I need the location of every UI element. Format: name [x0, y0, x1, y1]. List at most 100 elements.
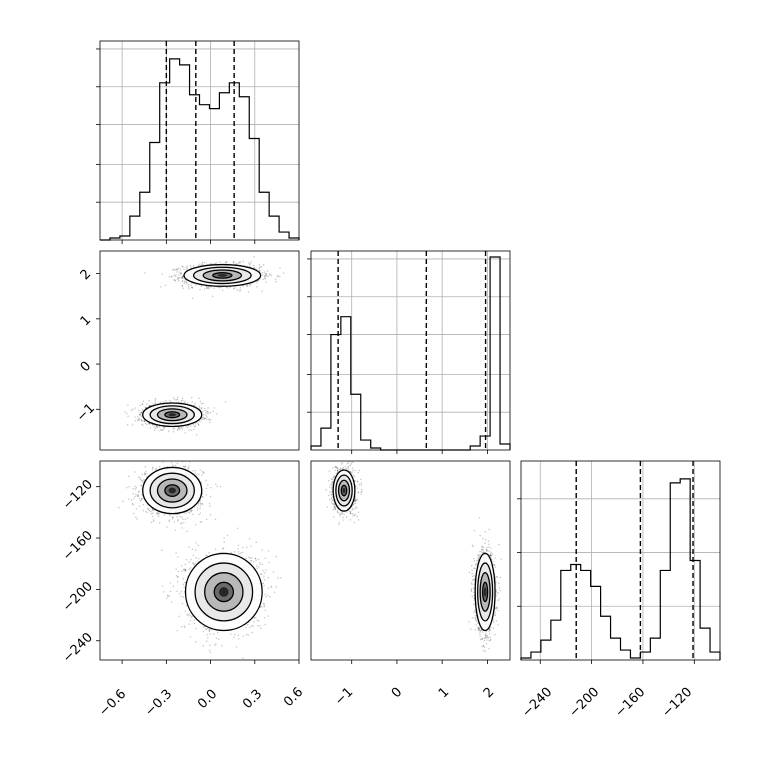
scatter-point: [261, 290, 263, 292]
scatter-point: [233, 262, 235, 264]
scatter-point: [282, 272, 285, 274]
scatter-point: [148, 509, 150, 512]
scatter-point: [199, 289, 201, 291]
scatter-point: [203, 472, 205, 474]
density-fill: [168, 413, 176, 417]
scatter-point: [176, 398, 179, 400]
scatter-point: [242, 546, 244, 549]
scatter-point: [182, 287, 185, 290]
scatter-point: [188, 287, 190, 290]
scatter-point: [145, 470, 147, 473]
scatter-point: [256, 281, 259, 283]
scatter-point: [184, 512, 187, 515]
scatter-point: [193, 563, 195, 566]
scatter-point: [201, 474, 203, 476]
scatter-point: [194, 423, 197, 425]
scatter-point: [212, 410, 214, 413]
scatter-point: [201, 418, 203, 421]
scatter-point: [209, 412, 212, 414]
scatter-point: [199, 502, 202, 504]
scatter-point: [152, 403, 154, 405]
scatter-point: [264, 572, 266, 574]
scatter-point: [185, 425, 187, 428]
scatter-point: [158, 426, 161, 428]
scatter-point: [142, 503, 145, 506]
scatter-point: [132, 487, 134, 490]
scatter-point: [253, 264, 255, 267]
scatter-point: [150, 521, 153, 524]
panel-scatter-p0-p1: [96, 250, 300, 451]
scatter-point: [195, 524, 197, 526]
scatter-point: [175, 552, 177, 554]
scatter-point: [140, 418, 142, 420]
scatter-point: [153, 426, 156, 428]
scatter-point: [189, 636, 192, 638]
scatter-point: [265, 281, 267, 284]
scatter-point: [134, 471, 136, 473]
scatter-point: [205, 414, 207, 417]
scatter-point: [199, 407, 201, 409]
scatter-point: [194, 549, 197, 551]
scatter-point: [187, 511, 190, 514]
scatter-point: [264, 274, 267, 277]
scatter-point: [181, 275, 184, 278]
scatter-point: [172, 431, 175, 433]
scatter-point: [180, 277, 182, 279]
scatter-point: [130, 409, 133, 411]
scatter-point: [185, 269, 188, 271]
scatter-point: [127, 404, 129, 406]
scatter-point: [159, 286, 162, 288]
scatter-point: [155, 467, 158, 470]
scatter-point: [242, 260, 244, 263]
scatter-point: [176, 396, 179, 399]
scatter-point: [261, 274, 264, 277]
scatter-point: [206, 410, 209, 413]
scatter-point: [258, 264, 261, 266]
scatter-point: [242, 285, 244, 287]
scatter-point: [182, 265, 184, 268]
scatter-point: [207, 407, 209, 409]
scatter-point: [214, 548, 217, 551]
scatter-point: [221, 645, 223, 647]
scatter-point: [176, 462, 178, 464]
scatter-point: [174, 279, 176, 281]
scatter-point: [247, 262, 250, 264]
scatter-point: [238, 553, 240, 555]
scatter-point: [248, 538, 251, 540]
scatter-point: [127, 415, 129, 417]
scatter-point: [183, 521, 185, 524]
scatter-point: [159, 429, 161, 432]
scatter-point: [162, 461, 164, 464]
scatter-point: [192, 265, 195, 267]
histogram-step: [310, 256, 511, 451]
scatter-point: [174, 529, 177, 531]
scatter-point: [193, 619, 195, 621]
scatter-point: [164, 284, 167, 287]
scatter-point: [178, 277, 180, 280]
panel-frame: [99, 40, 300, 241]
scatter-point: [122, 500, 124, 503]
scatter-point: [204, 409, 206, 412]
scatter-point: [179, 268, 182, 270]
scatter-point: [152, 519, 155, 521]
scatter-point: [186, 426, 189, 429]
scatter-point: [162, 401, 164, 403]
scatter-point: [178, 276, 180, 279]
scatter-point: [190, 509, 193, 511]
scatter-point: [118, 506, 120, 509]
scatter-point: [180, 401, 183, 403]
scatter-point: [234, 287, 236, 289]
scatter-point: [141, 473, 144, 476]
scatter-point: [200, 285, 202, 287]
scatter-point: [197, 504, 199, 506]
scatter-point: [201, 470, 204, 473]
scatter-point: [181, 280, 184, 282]
scatter-point: [275, 280, 277, 283]
scatter-point: [180, 272, 183, 274]
scatter-point: [236, 289, 239, 291]
scatter-point: [216, 262, 218, 264]
scatter-point: [205, 494, 208, 496]
scatter-point: [181, 427, 184, 430]
scatter-point: [266, 270, 269, 272]
scatter-point: [191, 513, 194, 516]
